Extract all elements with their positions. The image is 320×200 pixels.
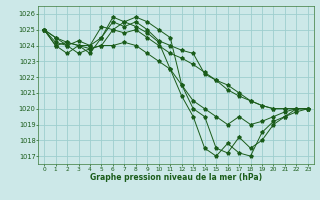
X-axis label: Graphe pression niveau de la mer (hPa): Graphe pression niveau de la mer (hPa) xyxy=(90,173,262,182)
